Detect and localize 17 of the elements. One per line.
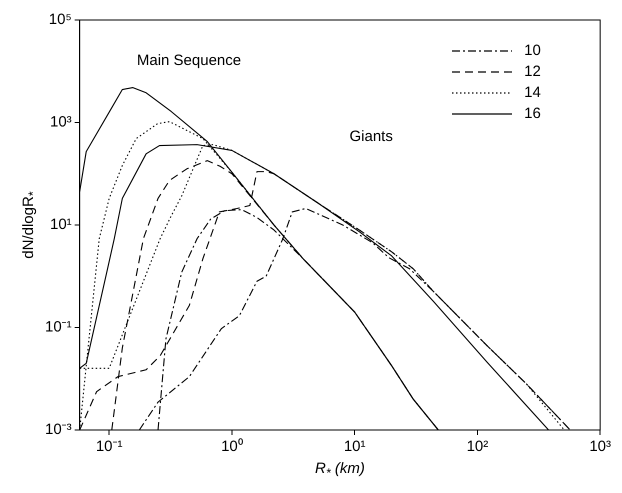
x-tick-label: 10³ — [589, 438, 612, 456]
x-tick-label: 10¹ — [344, 438, 366, 456]
y-tick-label: 10⁻³ — [44, 421, 72, 438]
legend-label: 10 — [524, 42, 541, 59]
x-tick-label: 10⁻¹ — [96, 438, 123, 456]
legend-label: 16 — [524, 105, 541, 122]
y-tick-label: 10³ — [50, 114, 72, 131]
annotation: Main Sequence — [136, 52, 242, 70]
x-axis-title: R$_{*}$ (km) — [314, 460, 366, 480]
legend-label: 14 — [524, 84, 541, 101]
y-tick-label: 10⁻¹ — [44, 318, 72, 336]
x-tick-label: 10⁰ — [221, 438, 243, 456]
y-tick-label: 10⁵ — [48, 11, 72, 28]
x-tick-label: 10² — [466, 438, 488, 456]
y-tick-label: 10¹ — [50, 216, 72, 234]
annotation: Giants — [349, 128, 393, 145]
legend-label: 12 — [524, 63, 541, 80]
